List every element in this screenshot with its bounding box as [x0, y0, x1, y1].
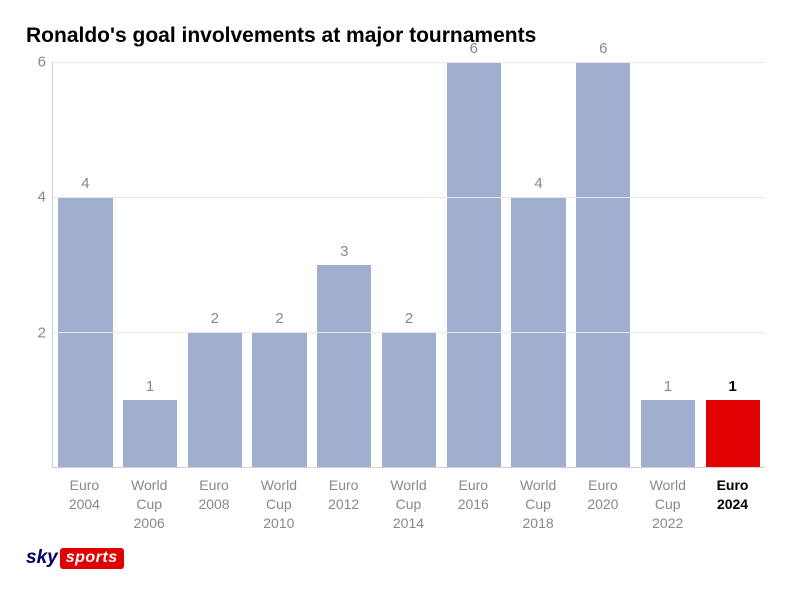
- y-tick-label: 2: [38, 324, 46, 341]
- bar: 6: [576, 62, 630, 467]
- bar-value-label: 1: [664, 378, 672, 395]
- bar-value-label: 2: [405, 310, 413, 327]
- y-axis: 246: [26, 62, 52, 468]
- bar-value-label: 4: [534, 175, 542, 192]
- bar-value-label: 4: [81, 175, 89, 192]
- bar-slot: 4: [506, 62, 571, 467]
- chart-area: 246 41223264611: [26, 62, 765, 468]
- bar-slot: 4: [53, 62, 118, 467]
- bar-value-label: 6: [470, 40, 478, 57]
- y-tick-label: 6: [38, 54, 46, 71]
- x-tick-label: WorldCup2022: [635, 476, 700, 533]
- bar-value-label: 2: [211, 310, 219, 327]
- gridline: [53, 62, 765, 63]
- bar-slot: 1: [700, 62, 765, 467]
- bar: 1: [641, 400, 695, 468]
- x-tick-label: WorldCup2006: [117, 476, 182, 533]
- x-tick-label: Euro2016: [441, 476, 506, 533]
- bar-slot: 6: [441, 62, 506, 467]
- bar: 3: [317, 265, 371, 468]
- bar: 2: [188, 332, 242, 467]
- x-tick-label: Euro2020: [571, 476, 636, 533]
- logo-text-sports: sports: [60, 548, 124, 569]
- bar-value-label: 2: [275, 310, 283, 327]
- bar-slot: 3: [312, 62, 377, 467]
- bar-value-label: 6: [599, 40, 607, 57]
- x-tick-label: Euro2004: [52, 476, 117, 533]
- bar-value-label: 3: [340, 243, 348, 260]
- gridline: [53, 197, 765, 198]
- x-axis-labels: Euro2004WorldCup2006Euro2008WorldCup2010…: [52, 476, 765, 533]
- x-tick-label: WorldCup2010: [246, 476, 311, 533]
- footer: sky sports: [26, 547, 765, 569]
- bars-row: 41223264611: [53, 62, 765, 467]
- bar: 1: [706, 400, 760, 468]
- bar-slot: 2: [182, 62, 247, 467]
- x-tick-label: Euro2012: [311, 476, 376, 533]
- bar-slot: 1: [118, 62, 183, 467]
- sky-sports-logo: sky sports: [26, 547, 124, 569]
- plot-area: 41223264611: [52, 62, 765, 468]
- logo-text-sky: sky: [26, 547, 58, 569]
- bar-slot: 2: [247, 62, 312, 467]
- bar: 2: [252, 332, 306, 467]
- bar-slot: 2: [377, 62, 442, 467]
- bar: 6: [447, 62, 501, 467]
- bar: 1: [123, 400, 177, 468]
- gridline: [53, 332, 765, 333]
- chart-container: Ronaldo's goal involvements at major tou…: [0, 0, 791, 589]
- bar: 2: [382, 332, 436, 467]
- y-tick-label: 4: [38, 189, 46, 206]
- x-tick-label: Euro2024: [700, 476, 765, 533]
- bar-slot: 1: [636, 62, 701, 467]
- bar-value-label: 1: [146, 378, 154, 395]
- x-tick-label: WorldCup2014: [376, 476, 441, 533]
- chart-title: Ronaldo's goal involvements at major tou…: [26, 24, 765, 48]
- x-tick-label: Euro2008: [182, 476, 247, 533]
- bar-value-label: 1: [729, 378, 737, 395]
- bar-slot: 6: [571, 62, 636, 467]
- x-tick-label: WorldCup2018: [506, 476, 571, 533]
